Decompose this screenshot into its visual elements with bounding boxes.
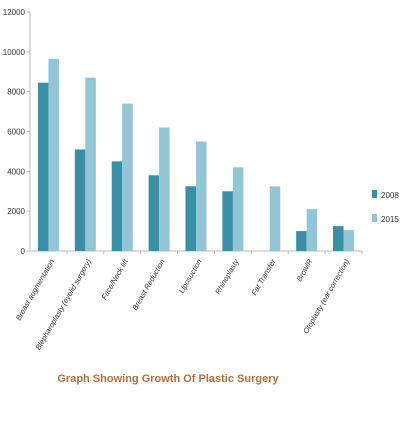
legend-swatch — [372, 214, 377, 222]
bar-2015 — [196, 141, 207, 251]
y-tick-label: 2000 — [7, 207, 25, 216]
bar-2008 — [222, 191, 233, 251]
category-label: Rhinoplasty — [213, 256, 241, 296]
x-axis — [30, 250, 363, 254]
y-tick-label: 6000 — [7, 128, 25, 137]
bar-2015 — [232, 167, 244, 251]
y-tick-label: 10000 — [3, 48, 26, 57]
legend: 2008 2015 — [372, 190, 399, 224]
legend-swatch — [372, 190, 377, 198]
legend-label: 2008 — [381, 191, 399, 200]
bar-2015 — [269, 186, 281, 251]
category-label: Fat Transfer — [250, 257, 278, 297]
bar-2015 — [343, 230, 355, 251]
bar-2015 — [122, 103, 133, 251]
bar-2008 — [148, 175, 160, 251]
bar-2015 — [48, 58, 59, 251]
bar-2015 — [85, 77, 96, 251]
bar-2008 — [74, 149, 86, 251]
legend-label: 2015 — [381, 215, 399, 224]
bar-2015 — [306, 209, 318, 251]
category-label: Liposuction — [177, 258, 204, 295]
y-axis: 0 2000 4000 6000 8000 10000 12000 — [3, 8, 31, 256]
y-tick-label: 4000 — [7, 167, 25, 176]
bar-2008 — [111, 161, 123, 251]
chart-title: Graph Showing Growth Of Plastic Surgery — [57, 373, 279, 385]
category-label: Breast Reduction — [130, 258, 167, 312]
y-tick-label: 12000 — [3, 8, 26, 17]
bar-2008 — [37, 82, 49, 252]
bar-2008 — [333, 226, 344, 251]
category-label: Face/Neck lift — [99, 257, 130, 302]
bars — [37, 58, 355, 252]
y-tick-label: 0 — [21, 247, 26, 256]
bar-2008 — [296, 231, 307, 251]
y-tick-label: 8000 — [7, 88, 25, 97]
bar-2015 — [159, 127, 170, 251]
bar-2008 — [185, 186, 196, 251]
category-label: Breast augmentation — [14, 258, 56, 322]
category-label: BrowlR — [295, 257, 315, 283]
